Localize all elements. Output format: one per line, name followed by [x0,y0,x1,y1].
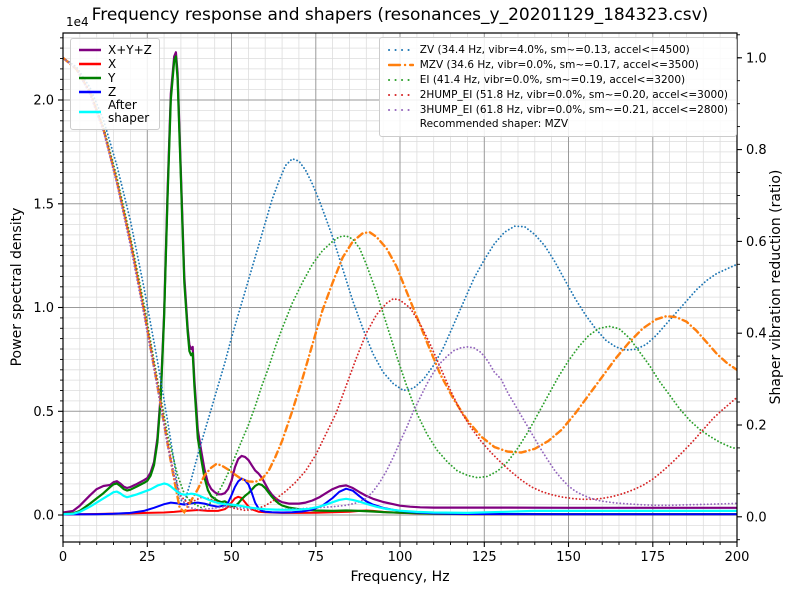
y-left-tick-label: 0.0 [33,509,54,524]
shaper-legend-item: EI (41.4 Hz, vibr=0.0%, sm~=0.19, accel<… [387,72,728,87]
series-After-shaper [63,482,737,516]
legend-line-sample [79,76,101,80]
legend-line-sample [387,63,414,66]
psd-legend-label: X+Y+Z [108,42,152,57]
y-left-tick-label: 2.0 [33,94,54,109]
series-2HUMP-EI [63,56,737,512]
series-ZV [63,56,737,505]
shaper-legend-label: ZV (34.4 Hz, vibr=4.0%, sm~=0.13, accel<… [419,43,690,56]
y-left-tick-label: 1.5 [33,197,54,212]
y-right-tick-label: 0.6 [746,235,767,250]
shaper-legend-label: MZV (34.6 Hz, vibr=0.0%, sm~=0.17, accel… [419,58,699,71]
legend-line-sample [79,90,101,94]
y-left-tick-label: 0.5 [33,405,54,420]
x-tick-label: 0 [59,550,67,565]
y-right-tick-label: 1.0 [746,51,767,66]
shaper-legend-item: 2HUMP_EI (51.8 Hz, vibr=0.0%, sm~=0.20, … [387,87,728,102]
legend-line-sample [387,108,414,111]
legend-line-sample [387,93,414,96]
y-axis-left-label: Power spectral density [9,207,25,367]
legend-line-sample [387,78,414,81]
legend-line-sample [79,110,101,114]
series-X-Y-Z [63,51,737,514]
series-MZV [63,56,737,515]
psd-legend-label: X [108,56,117,71]
legend-line-sample [387,48,414,51]
legend-line-sample [79,48,101,52]
x-tick-label: 175 [640,550,665,565]
psd-legend-item: After shaper [78,99,152,125]
psd-legend-label: Z [108,84,117,99]
y-axis-offset-text: 1e4 [66,15,89,29]
shaper-legend-item: MZV (34.6 Hz, vibr=0.0%, sm~=0.17, accel… [387,57,728,72]
axis-ticks: 0 25 50 75 100 125 150 175 200 0.0 0.5 1.0 1.5 2.0 0.0… [33,34,767,565]
series-group [63,51,737,516]
y-axis-right-label: Shaper vibration reduction (ratio) [768,169,784,405]
x-tick-label: 200 [725,550,750,565]
psd-legend-item: X+Y+Z [78,43,152,57]
psd-legend-item: X [78,57,152,71]
psd-legend: X+Y+Z X Y Z After shaper [70,38,160,130]
psd-legend-label: After shaper [108,98,150,125]
y-right-tick-label: 0.0 [746,510,767,525]
chart-title: Frequency response and shapers (resonanc… [91,5,709,25]
legend-line-sample [79,62,101,66]
x-axis-label: Frequency, Hz [350,569,450,585]
psd-legend-label: Y [108,70,116,85]
psd-legend-item: Y [78,71,152,85]
series-3HUMP-EI [63,56,737,511]
recommended-shaper-text: Recommended shaper: MZV [419,118,569,130]
shaper-legend: ZV (34.4 Hz, vibr=4.0%, sm~=0.13, accel<… [378,37,737,137]
x-tick-label: 75 [308,550,325,565]
psd-legend-item: Z [78,85,152,99]
shaper-legend-label: 2HUMP_EI (51.8 Hz, vibr=0.0%, sm~=0.20, … [419,88,728,101]
x-tick-label: 150 [556,550,581,565]
shaper-legend-label: EI (41.4 Hz, vibr=0.0%, sm~=0.19, accel<… [419,73,686,86]
y-right-tick-label: 0.8 [746,143,767,158]
y-left-tick-label: 1.0 [33,301,54,316]
x-tick-label: 50 [223,550,240,565]
shaper-legend-label: 3HUMP_EI (61.8 Hz, vibr=0.0%, sm~=0.21, … [419,103,728,116]
shaper-legend-item: 3HUMP_EI (61.8 Hz, vibr=0.0%, sm~=0.21, … [387,102,728,117]
y-right-tick-label: 0.2 [746,419,767,434]
shaper-legend-item: ZV (34.4 Hz, vibr=4.0%, sm~=0.13, accel<… [387,42,728,57]
x-tick-label: 125 [472,550,497,565]
y-right-tick-label: 0.4 [746,327,767,342]
x-tick-label: 100 [388,550,413,565]
x-tick-label: 25 [139,550,156,565]
